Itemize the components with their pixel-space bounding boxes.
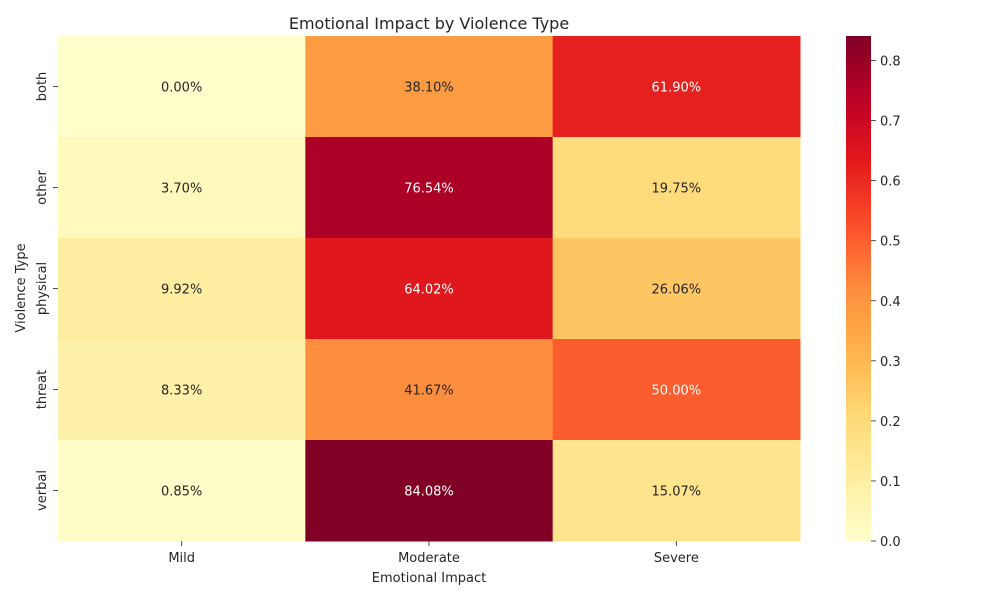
colorbar-tick-label: 0.0 [880,535,901,550]
heatmap-cell [58,238,306,340]
x-tick-label: Mild [168,551,195,566]
colorbar-tick-label: 0.4 [880,295,901,310]
cell-value-label: 19.75% [652,182,702,197]
x-axis-title: Emotional Impact [372,571,486,586]
heatmap-cell [552,36,801,138]
colorbar-tick-label: 0.8 [880,55,901,70]
cell-value-label: 64.02% [404,283,454,298]
colorbar-tick-label: 0.1 [880,475,901,490]
colorbar-tick-label: 0.5 [880,235,901,250]
y-tick-labels: both other physical threat verbal [35,72,58,511]
heatmap-cell [305,339,554,441]
cell-value-label: 76.54% [404,182,454,197]
colorbar-tick-label: 0.7 [880,115,901,130]
y-tick-label: threat [35,370,50,409]
cell-value-label: 15.07% [652,485,702,500]
heatmap-cell [305,36,554,138]
colorbar-gradient [846,36,871,541]
heatmap-cell [552,238,801,340]
cell-value-label: 84.08% [404,485,454,500]
cell-value-label: 0.00% [161,81,202,96]
heatmap-cell [58,440,306,542]
cell-value-label: 61.90% [652,81,702,96]
heatmap-cell [58,339,306,441]
cell-value-label: 8.33% [161,384,202,399]
colorbar-tick-label: 0.3 [880,355,901,370]
heatmap-cell [552,339,801,441]
heatmap-cell [305,238,554,340]
x-tick-label: Moderate [398,551,460,566]
y-tick-label: physical [35,262,50,315]
cell-value-label: 9.92% [161,283,202,298]
cell-value-label: 3.70% [161,182,202,197]
heatmap-cell [58,36,306,138]
y-tick-label: both [35,72,50,102]
colorbar-tick-label: 0.6 [880,175,901,190]
heatmap-cell [305,137,554,239]
heatmap-cell [552,440,801,542]
cell-value-label: 26.06% [652,283,702,298]
colorbar: 0.0 0.1 0.2 0.3 0.4 0.5 0.6 0.7 0.8 [846,36,901,550]
cell-value-label: 38.10% [404,81,454,96]
y-tick-label: verbal [35,470,50,511]
heatmap-cells: 0.00% 38.10% 61.90% 3.70% 76.54% 19.75% 9.92% 6… [58,36,801,542]
colorbar-tick-label: 0.2 [880,415,901,430]
x-tick-labels: Mild Moderate Severe [168,541,699,566]
cell-value-label: 41.67% [404,384,454,399]
y-axis-title: Violence Type [14,243,29,332]
heatmap-cell [58,137,306,239]
cell-value-label: 50.00% [652,384,702,399]
cell-value-label: 0.85% [161,485,202,500]
y-tick-label: other [35,170,50,205]
heatmap-cell [552,137,801,239]
chart-title: Emotional Impact by Violence Type [289,14,569,33]
heatmap-cell [305,440,554,542]
x-tick-label: Severe [654,551,699,566]
